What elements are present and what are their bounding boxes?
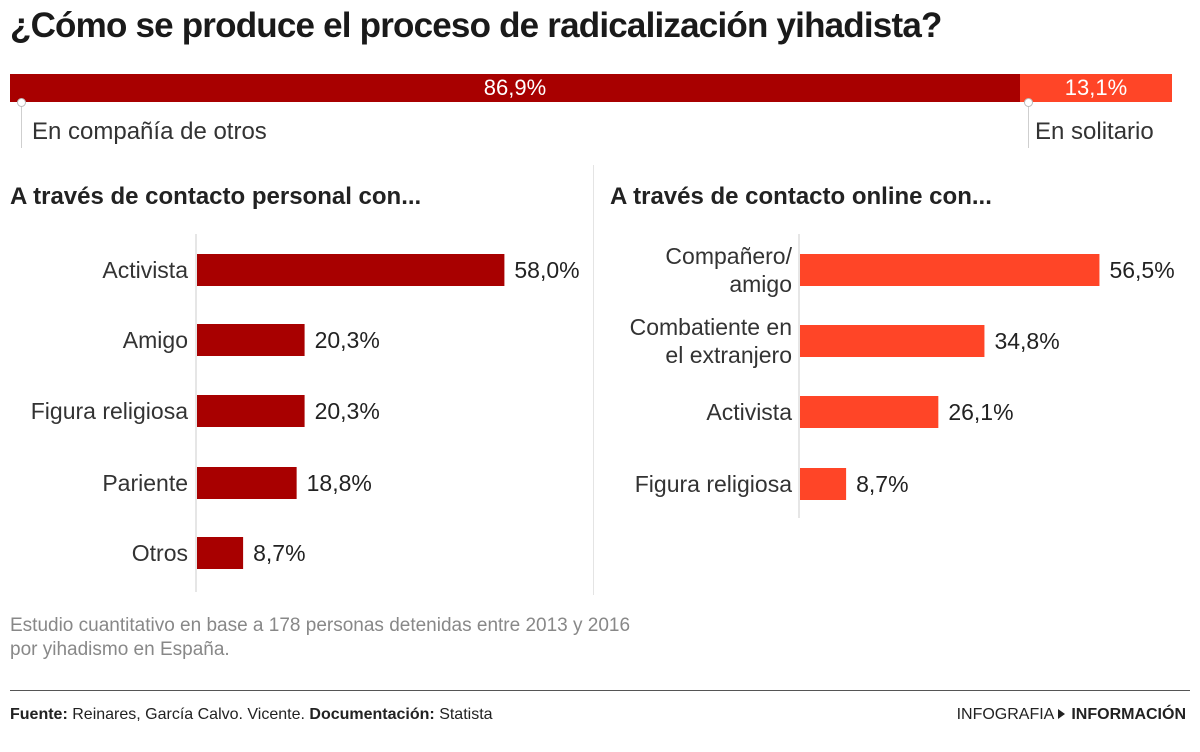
split-tick-dot-right xyxy=(1024,98,1033,107)
split-label-right: En solitario xyxy=(1035,118,1154,145)
split-tick-right xyxy=(1028,102,1029,148)
split-bar-right: 13,1% xyxy=(1020,74,1172,102)
personal-category-label-4: Pariente xyxy=(102,470,188,496)
personal-bar-2 xyxy=(197,324,305,356)
footer-rule xyxy=(10,690,1190,691)
personal-section-title: A través de contacto personal con... xyxy=(10,183,422,210)
personal-value-label-2: 20,3% xyxy=(315,327,380,353)
split-tick-dot-left xyxy=(17,98,26,107)
personal-category-label-2: Amigo xyxy=(123,327,188,353)
documentation-label: Documentación: xyxy=(309,706,435,723)
split-bar-right-value: 13,1% xyxy=(1064,75,1128,100)
documentation-text: Statista xyxy=(439,706,493,723)
personal-value-label-4: 18,8% xyxy=(307,470,372,496)
online-value-label-3: 26,1% xyxy=(948,399,1013,425)
online-section-title: A través de contacto online con... xyxy=(610,183,992,210)
footer-source: Fuente: Reinares, García Calvo. Vicente.… xyxy=(10,706,493,724)
personal-category-label-3: Figura religiosa xyxy=(31,398,188,424)
personal-value-label-1: 58,0% xyxy=(514,257,579,283)
brand-arrow-icon xyxy=(1058,709,1066,720)
personal-value-label-5: 8,7% xyxy=(253,540,305,566)
section-divider xyxy=(593,165,594,595)
split-label-left: En compañía de otros xyxy=(32,118,267,145)
study-note-line-1: Estudio cuantitativo en base a 178 perso… xyxy=(10,615,631,636)
online-category-label-1-line-2: amigo xyxy=(729,271,792,297)
source-label: Fuente: xyxy=(10,706,68,723)
personal-bar-4 xyxy=(197,467,297,499)
personal-bar-5 xyxy=(197,537,244,569)
online-value-label-1: 56,5% xyxy=(1109,257,1174,283)
study-note: Estudio cuantitativo en base a 178 perso… xyxy=(10,614,630,662)
online-category-label-2-line-2: el extranjero xyxy=(665,342,792,368)
personal-bar-3 xyxy=(197,395,305,427)
chart-title: ¿Cómo se produce el proceso de radicaliz… xyxy=(10,6,942,45)
online-bar-3 xyxy=(800,396,939,428)
online-category-label-2-line-1: Combatiente en xyxy=(630,314,792,340)
split-tick-left xyxy=(21,102,22,148)
online-bar-1 xyxy=(800,254,1100,286)
split-bar-left: 86,9% xyxy=(10,74,1020,102)
online-bar-2 xyxy=(800,325,985,357)
split-bar-left-value: 86,9% xyxy=(483,75,547,100)
online-value-label-2: 34,8% xyxy=(994,328,1059,354)
brand-prefix: INFOGRAFIA xyxy=(956,706,1055,723)
online-value-label-4: 8,7% xyxy=(856,471,908,497)
brand: INFOGRAFIA INFORMACIÓN xyxy=(957,706,1186,724)
split-bar: 86,9% 13,1% xyxy=(10,74,1172,102)
source-text: Reinares, García Calvo. Vicente. xyxy=(72,706,305,723)
personal-category-label-5: Otros xyxy=(132,540,188,566)
online-category-label-1-line-1: Compañero/ xyxy=(665,243,792,269)
personal-value-label-3: 20,3% xyxy=(315,398,380,424)
personal-category-label-1: Activista xyxy=(102,257,188,283)
brand-name: INFORMACIÓN xyxy=(1071,706,1186,723)
online-category-label-3: Activista xyxy=(706,399,792,425)
online-category-label-4: Figura religiosa xyxy=(635,471,792,497)
online-bar-4 xyxy=(800,468,847,500)
study-note-line-2: por yihadismo en España. xyxy=(10,639,230,660)
personal-bar-1 xyxy=(197,254,505,286)
